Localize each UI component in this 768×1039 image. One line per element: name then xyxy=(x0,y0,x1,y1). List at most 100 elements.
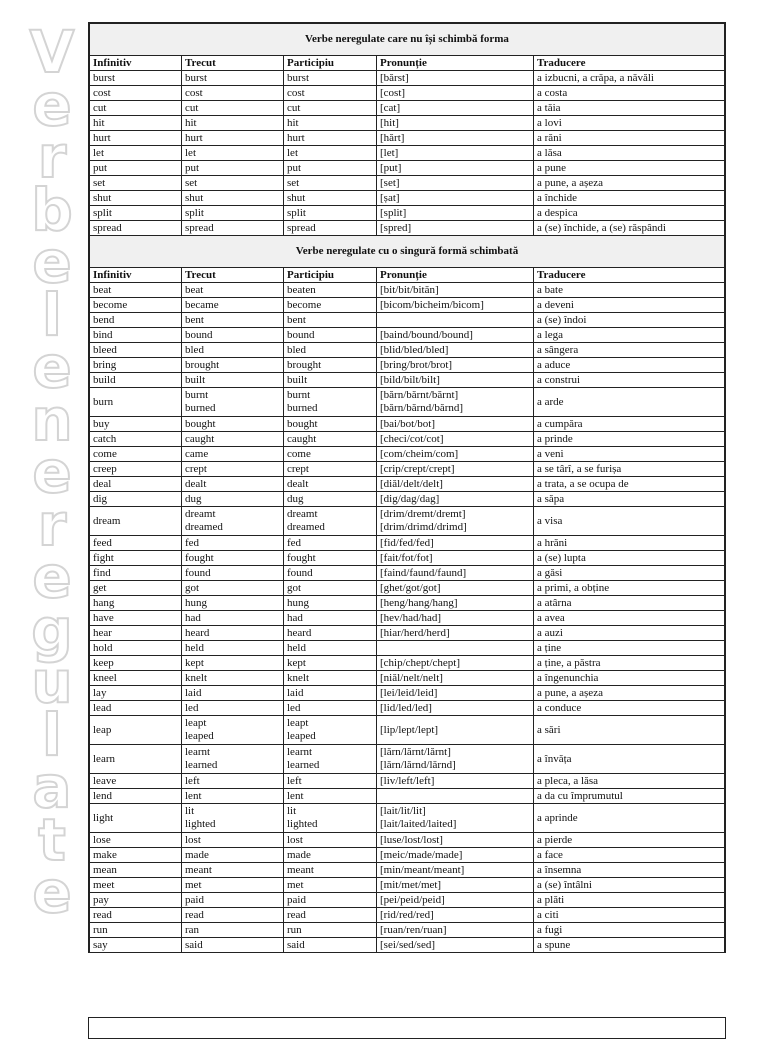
cell-past: dug xyxy=(181,491,284,507)
table-row: come came come [com/cheim/com] a veni xyxy=(89,446,725,462)
cell-pronunciation: [lărn/lărnt/lărnt] [lărn/lărnd/lărnd] xyxy=(376,744,534,774)
cell-participle: led xyxy=(283,700,377,716)
cell-past: fed xyxy=(181,535,284,551)
table-row: build built built [bild/bilt/bilt] a constru… xyxy=(89,372,725,388)
verbs-table: Verbe neregulate care nu își schimbă for… xyxy=(89,23,725,953)
watermark-letter: r xyxy=(37,123,68,191)
cell-participle: dealt xyxy=(283,476,377,492)
table-row: cut cut cut [cat] a tăia xyxy=(89,100,725,116)
table-row: find found found [faind/faund/faund] a găsi xyxy=(89,565,725,581)
cell-infinitive: beat xyxy=(89,282,182,298)
table-row: lend lent lent a da cu împrumutul xyxy=(89,788,725,804)
cell-participle: learnt learned xyxy=(283,744,377,774)
cell-infinitive: learn xyxy=(89,744,182,774)
column-header-translation: Traducere xyxy=(533,55,725,71)
cell-translation: a atârna xyxy=(533,595,725,611)
watermark-letter: u xyxy=(30,648,73,716)
cell-past: came xyxy=(181,446,284,462)
cell-past: burst xyxy=(181,70,284,86)
cell-participle: brought xyxy=(283,357,377,373)
table-row: leap leapt leaped leapt leaped [lip/lept/le… xyxy=(89,715,725,745)
column-header-infinitive: Infinitiv xyxy=(89,267,182,283)
cell-infinitive: hear xyxy=(89,625,182,641)
table-row: hit hit hit [hit] a lovi xyxy=(89,115,725,131)
watermark-letter: l xyxy=(41,700,63,769)
cell-past: lent xyxy=(181,788,284,804)
cell-pronunciation: [luse/lost/lost] xyxy=(376,832,534,848)
cell-pronunciation xyxy=(376,312,534,328)
column-header-participle: Participiu xyxy=(283,55,377,71)
cell-translation: a închide xyxy=(533,190,725,206)
cell-past: learnt learned xyxy=(181,744,284,774)
cell-translation: a tăia xyxy=(533,100,725,116)
cell-past: beat xyxy=(181,282,284,298)
cell-translation: a aprinde xyxy=(533,803,725,833)
cell-infinitive: bind xyxy=(89,327,182,343)
cell-infinitive: hold xyxy=(89,640,182,656)
cell-translation: a lega xyxy=(533,327,725,343)
cell-translation: a însemna xyxy=(533,862,725,878)
cell-translation: a ține xyxy=(533,640,725,656)
cell-translation: a hrăni xyxy=(533,535,725,551)
cell-participle: beaten xyxy=(283,282,377,298)
table-row: split split split [split] a despica xyxy=(89,205,725,221)
cell-participle: met xyxy=(283,877,377,893)
cell-past: led xyxy=(181,700,284,716)
cell-infinitive: deal xyxy=(89,476,182,492)
table-row: burn burnt burned burnt burned [bărn/bărnt/… xyxy=(89,387,725,417)
cell-participle: become xyxy=(283,297,377,313)
cell-infinitive: read xyxy=(89,907,182,923)
cell-infinitive: get xyxy=(89,580,182,596)
cell-infinitive: meet xyxy=(89,877,182,893)
column-header-pronunciation: Pronunție xyxy=(376,55,534,71)
cell-pronunciation: [bai/bot/bot] xyxy=(376,416,534,432)
cell-pronunciation: [hit] xyxy=(376,115,534,131)
cell-translation: a spune xyxy=(533,937,725,953)
watermark-letter: e xyxy=(31,70,72,139)
cell-infinitive: buy xyxy=(89,416,182,432)
table-row: run ran run [ruan/ren/ruan] a fugi xyxy=(89,922,725,938)
cell-infinitive: run xyxy=(89,922,182,938)
cell-translation: a se târî, a se furișa xyxy=(533,461,725,477)
cell-past: cut xyxy=(181,100,284,116)
watermark-letter: a xyxy=(31,753,72,821)
section-title: Verbe neregulate care nu își schimbă for… xyxy=(89,23,725,56)
cell-translation: a prinde xyxy=(533,431,725,447)
table-row: bring brought brought [bring/brot/brot] a ad… xyxy=(89,357,725,373)
cell-infinitive: hit xyxy=(89,115,182,131)
cell-pronunciation: [checi/cot/cot] xyxy=(376,431,534,447)
column-header-infinitive: Infinitiv xyxy=(89,55,182,71)
cell-past: held xyxy=(181,640,284,656)
cell-infinitive: split xyxy=(89,205,182,221)
cell-past: leapt leaped xyxy=(181,715,284,745)
table-row: fight fought fought [fait/fot/fot] a (se) lu… xyxy=(89,550,725,566)
cell-past: split xyxy=(181,205,284,221)
cell-participle: come xyxy=(283,446,377,462)
table-row: lose lost lost [luse/lost/lost] a pierde xyxy=(89,832,725,848)
cell-infinitive: creep xyxy=(89,461,182,477)
watermark-letter: t xyxy=(37,805,67,874)
cell-pronunciation: [dig/dag/dag] xyxy=(376,491,534,507)
cell-participle: cut xyxy=(283,100,377,116)
cell-infinitive: kneel xyxy=(89,670,182,686)
cell-pronunciation: [niăl/nelt/nelt] xyxy=(376,670,534,686)
cell-translation: a cumpăra xyxy=(533,416,725,432)
table-row: cost cost cost [cost] a costa xyxy=(89,85,725,101)
cell-past: put xyxy=(181,160,284,176)
cell-past: left xyxy=(181,773,284,789)
cell-participle: put xyxy=(283,160,377,176)
cell-pronunciation: [bărn/bărnt/bărnt] [bărn/bărnd/bărnd] xyxy=(376,387,534,417)
cell-participle: found xyxy=(283,565,377,581)
cell-infinitive: bend xyxy=(89,312,182,328)
cell-past: hung xyxy=(181,595,284,611)
cell-translation: a visa xyxy=(533,506,725,536)
cell-pronunciation: [hărt] xyxy=(376,130,534,146)
table-row: catch caught caught [checi/cot/cot] a prinde xyxy=(89,431,725,447)
watermark-letter: n xyxy=(30,385,73,454)
cell-infinitive: make xyxy=(89,847,182,863)
cell-pronunciation: [com/cheim/com] xyxy=(376,446,534,462)
cell-participle: had xyxy=(283,610,377,626)
cell-infinitive: say xyxy=(89,937,182,953)
cell-past: had xyxy=(181,610,284,626)
cell-infinitive: lead xyxy=(89,700,182,716)
